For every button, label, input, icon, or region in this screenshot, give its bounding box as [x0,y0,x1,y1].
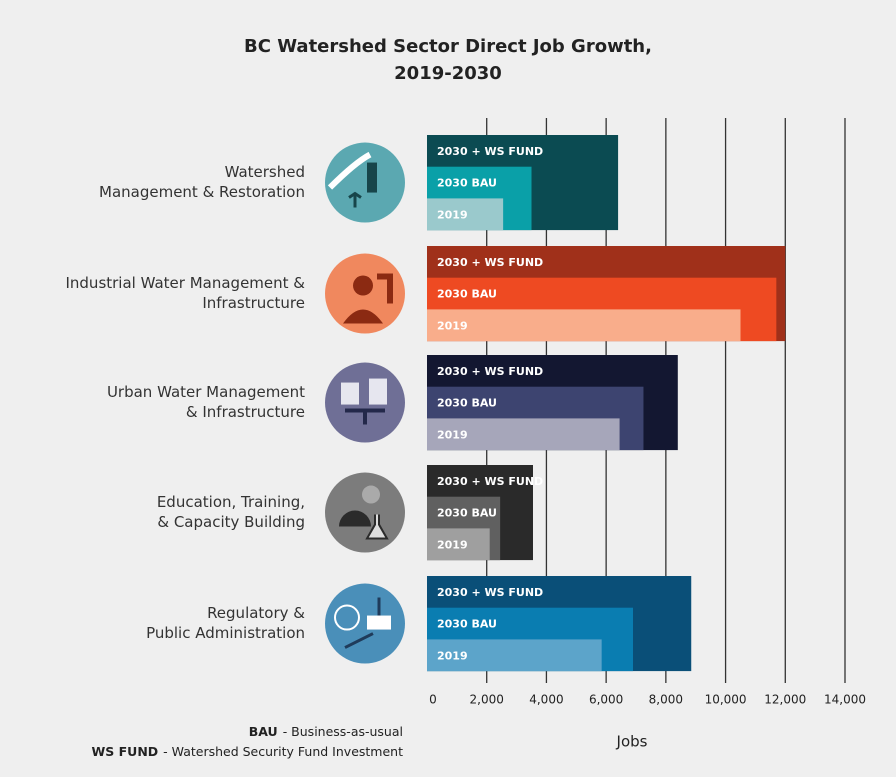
category-label: Education, Training, [157,493,305,511]
bar-label: 2019 [437,428,468,441]
category-label: Management & Restoration [99,183,305,201]
x-tick-label: 2,000 [470,693,504,707]
bar-label: 2030 BAU [437,618,497,631]
note-text: - Business-as-usual [283,724,403,739]
note: WS FUND - Watershed Security Fund Investm… [91,744,403,759]
category-icon [325,254,405,334]
category-icon [325,363,405,443]
icon [369,379,387,405]
icon [367,616,391,630]
icon-circle [325,363,405,443]
x-tick-label: 0 [429,693,437,707]
bar-label: 2030 BAU [437,177,497,190]
note-text: - Watershed Security Fund Investment [163,744,403,759]
bar [427,309,741,341]
category-icon [325,584,405,664]
bar-label: 2019 [437,319,468,332]
x-tick-label: 8,000 [649,693,683,707]
icon [353,276,373,296]
category-label: & Infrastructure [186,403,305,421]
bar-label: 2019 [437,538,468,551]
bar-label: 2030 + WS FUND [437,365,543,378]
chart-title: 2019-2030 [394,63,502,84]
bar-label: 2030 BAU [437,397,497,410]
chart: BC Watershed Sector Direct Job Growth, 2… [0,0,896,777]
icon [367,163,377,193]
x-tick-label: 4,000 [529,693,563,707]
icon [341,383,359,405]
category-label: & Capacity Building [157,513,305,531]
x-tick-label: 6,000 [589,693,623,707]
x-axis-title: Jobs [616,733,648,751]
category-icon [325,143,405,223]
category-label: Industrial Water Management & [65,274,305,292]
x-tick-label: 14,000 [824,693,866,707]
category-icon [325,473,405,553]
note-term: WS FUND [91,744,158,759]
icon-circle [325,473,405,553]
note: BAU - Business-as-usual [249,724,403,739]
x-tick-label: 10,000 [705,693,747,707]
note-term: BAU [249,724,278,739]
icon [362,486,380,504]
category-label: Public Administration [146,624,305,642]
category-label: Watershed [225,163,305,181]
bar-label: 2019 [437,208,468,221]
bar-label: 2030 + WS FUND [437,256,543,269]
x-tick-label: 12,000 [764,693,806,707]
category-label: Urban Water Management [107,383,305,401]
bar-label: 2019 [437,649,468,662]
bar-label: 2030 + WS FUND [437,475,543,488]
chart-title: BC Watershed Sector Direct Job Growth, [244,36,652,57]
bar-label: 2030 + WS FUND [437,145,543,158]
bar-label: 2030 + WS FUND [437,586,543,599]
category-label: Infrastructure [202,294,305,312]
bar-label: 2030 BAU [437,288,497,301]
category-label: Regulatory & [207,604,305,622]
bar-label: 2030 BAU [437,507,497,520]
